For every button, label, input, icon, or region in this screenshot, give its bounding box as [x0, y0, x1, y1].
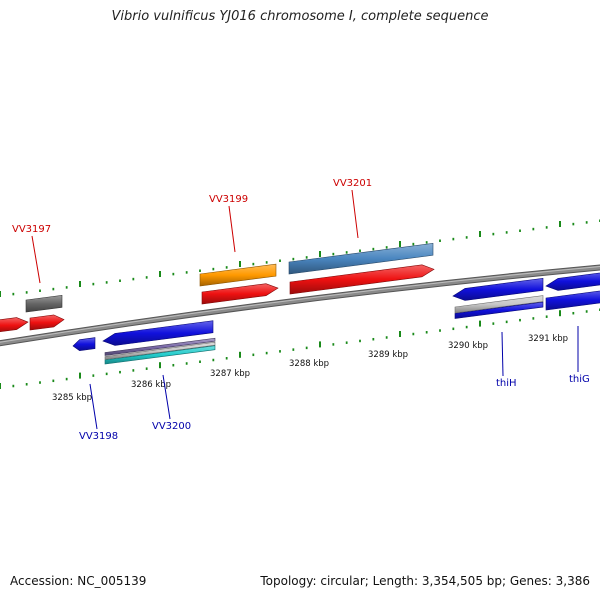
gene-label-reverse: thiG [569, 374, 590, 385]
gene-block-orange-vv3199 [199, 263, 277, 287]
gene-arrow-red-vv3201 [289, 264, 435, 295]
label-leader-line [31, 235, 41, 284]
gene-arrow-blue-vv3198 [72, 337, 96, 351]
gene-label-reverse: VV3200 [152, 421, 191, 432]
reverse-tick-track [0, 308, 600, 389]
gene-label-reverse: thiH [496, 378, 517, 389]
map-title: Vibrio vulnificus YJ016 chromosome I, co… [111, 9, 489, 24]
gene-block-gray [25, 294, 63, 313]
gene-band-silver [104, 341, 216, 360]
scale-label: 3286 kbp [131, 380, 171, 390]
gene-arrow-red-vv3199 [201, 283, 279, 305]
gene-band-silver-thih [454, 295, 544, 314]
gene-arrow-blue-thih [452, 277, 544, 301]
gene-arrow-red-left [0, 317, 29, 333]
label-leader-line [501, 331, 504, 377]
gene-arrow-blue-vv3200 [102, 320, 214, 346]
scale-label: 3287 kbp [210, 369, 250, 379]
gene-label-reverse: VV3198 [79, 431, 118, 442]
gene-label-forward: VV3197 [12, 224, 51, 235]
scale-label: 3285 kbp [52, 393, 92, 403]
gene-band-cyan [104, 345, 216, 365]
scale-label: 3291 kbp [528, 334, 568, 344]
backbone [0, 265, 600, 346]
label-leader-line [228, 205, 236, 253]
label-leader-line [89, 383, 98, 430]
label-leader-line [351, 189, 359, 239]
genome-summary-text: Topology: circular; Length: 3,354,505 bp… [260, 574, 590, 588]
gene-band-purple [104, 337, 216, 356]
label-leader-line [162, 374, 171, 420]
gene-arrow-blue-thig [545, 272, 600, 291]
gene-label-forward: VV3201 [333, 178, 372, 189]
scale-label: 3290 kbp [448, 341, 488, 351]
accession-text: Accession: NC_005139 [10, 574, 147, 588]
forward-tick-track [0, 219, 600, 297]
gene-arrow-red-vv3197 [29, 314, 65, 331]
gene-block-steelblue-vv3201 [288, 242, 434, 275]
backbone-highlight [0, 265, 600, 343]
gene-label-forward: VV3199 [209, 194, 248, 205]
scale-label: 3289 kbp [368, 350, 408, 360]
gene-band-blue-thig [545, 290, 600, 311]
scale-label: 3288 kbp [289, 359, 329, 369]
gene-band-blue-thih [454, 301, 544, 319]
